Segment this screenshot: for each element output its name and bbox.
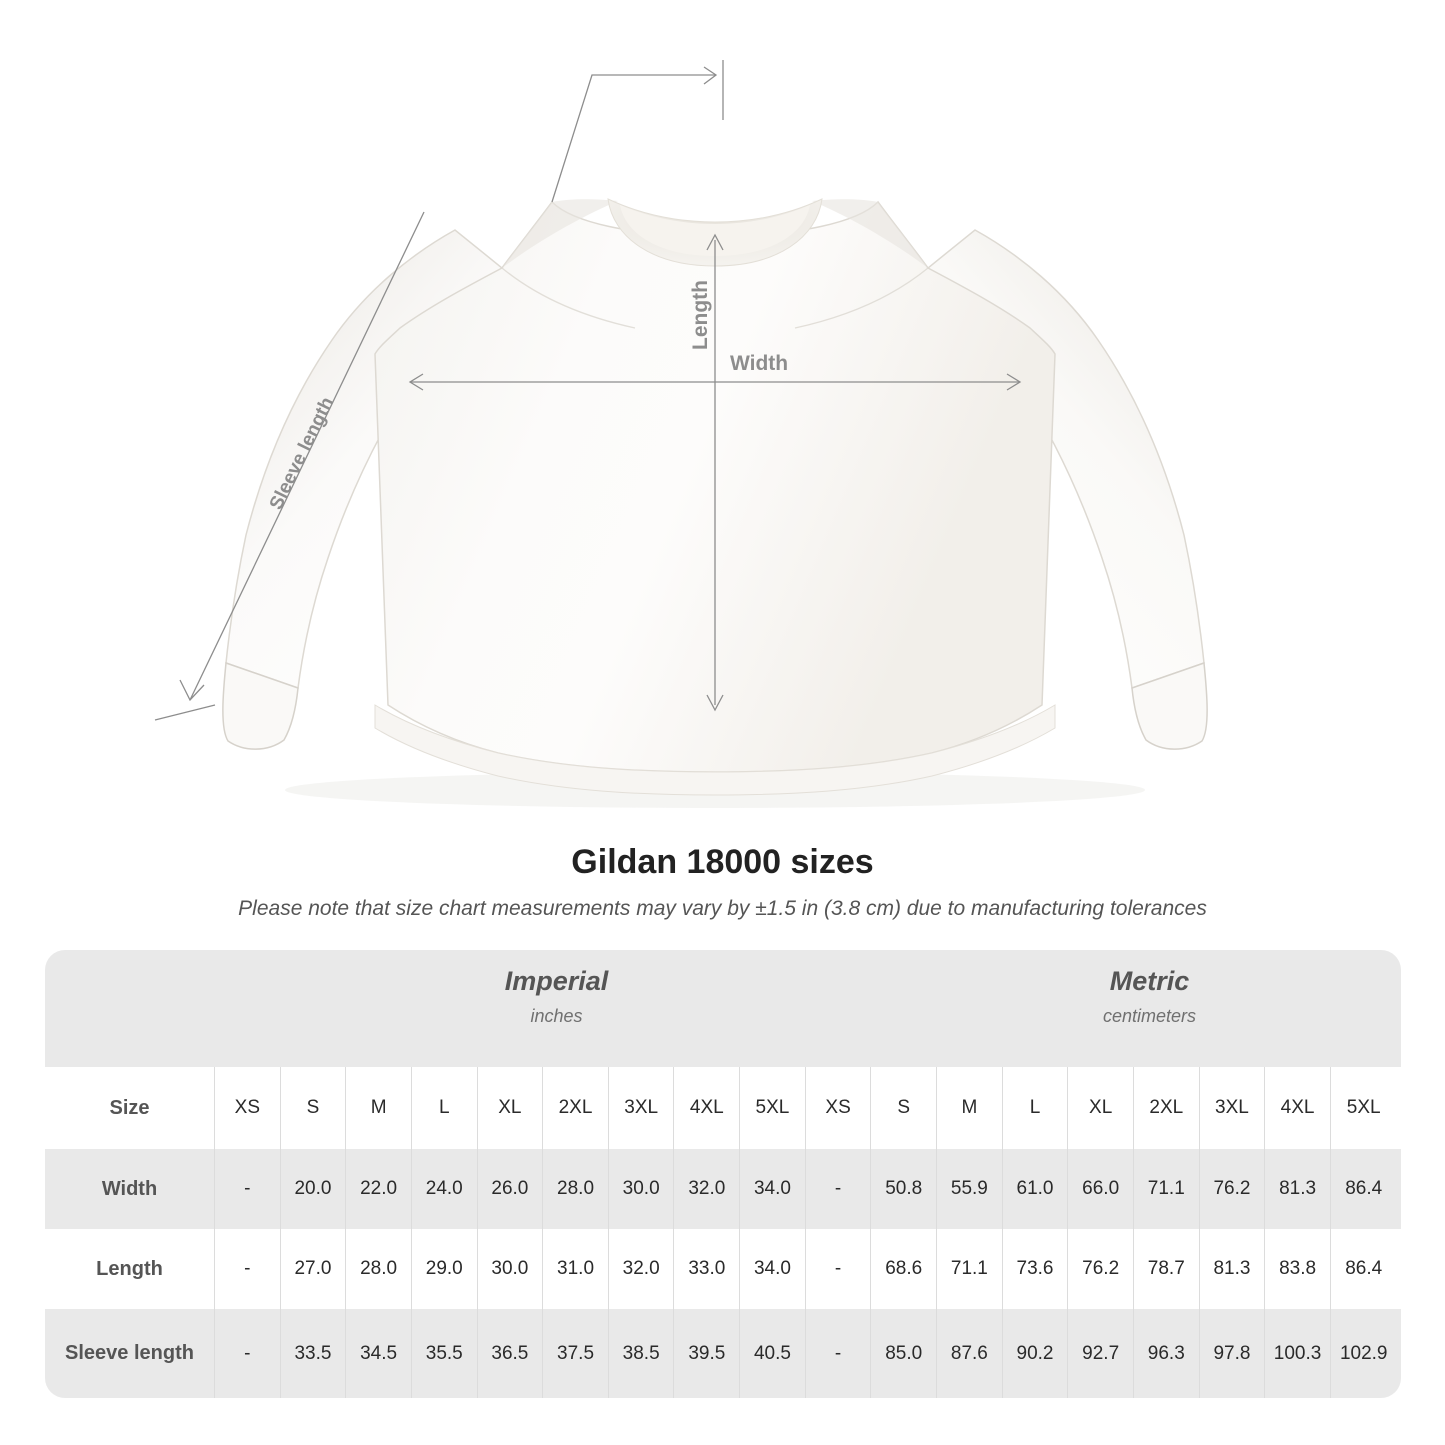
svg-text:Width: Width — [730, 352, 788, 375]
svg-text:Length: Length — [689, 280, 712, 350]
